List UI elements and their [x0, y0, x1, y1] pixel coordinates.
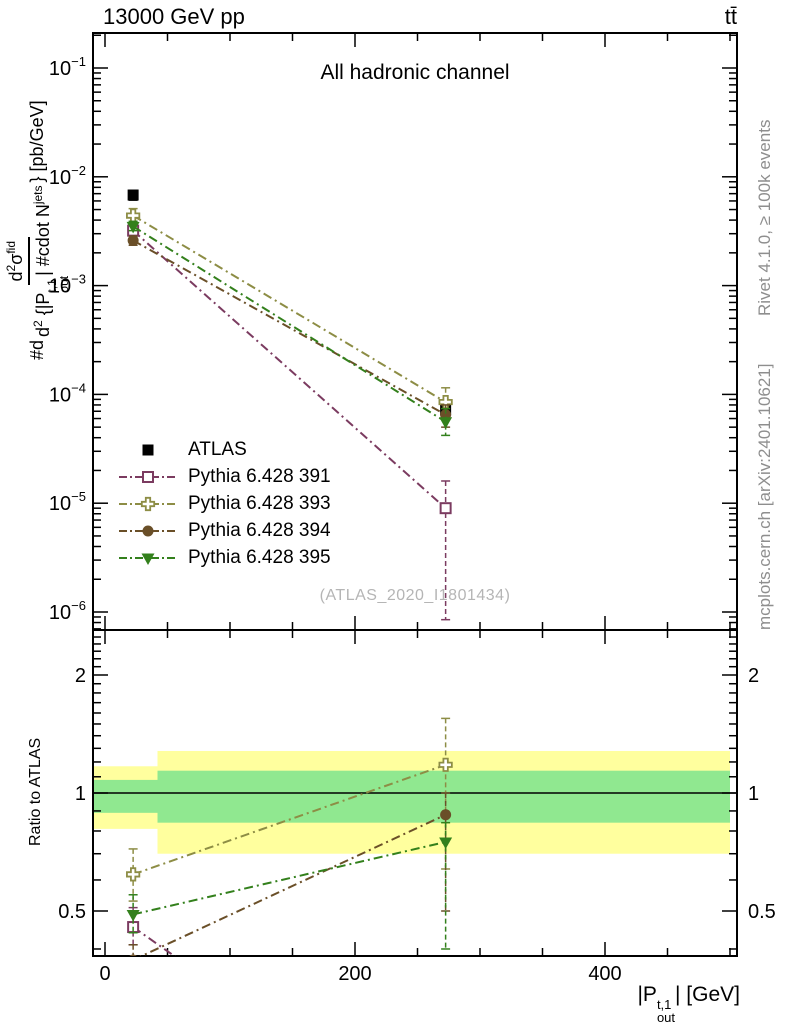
- ylabel-pout-sub: out: [57, 275, 71, 293]
- series-pythia-6-428-391-ratio: [127, 906, 176, 956]
- series-pythia-6-428-395: [126, 220, 453, 437]
- marker-triangle-down: [439, 417, 453, 429]
- ratio-tick-label-right: 0.5: [748, 901, 776, 923]
- ylabel-num-sigma: σ: [6, 253, 26, 265]
- ylabel-den-d: d: [33, 326, 53, 337]
- ratio-tick-label-left: 0.5: [58, 901, 86, 923]
- legend-label-pythia-6-428-395: Pythia 6.428 395: [188, 546, 331, 568]
- beam-energy-title: 13000 GeV pp: [103, 4, 245, 29]
- legend-glyph-pythia-6-428-395: [119, 553, 177, 565]
- legend-label-pythia-6-428-394: Pythia 6.428 394: [188, 519, 331, 541]
- legend-entry-pythia-6-428-394: Pythia 6.428 394: [118, 517, 331, 544]
- legend-glyph-atlas: [142, 444, 154, 455]
- band-green: [93, 779, 158, 813]
- marker-cross-open: [438, 757, 453, 772]
- ylabel-den-open: {|P: [33, 292, 53, 321]
- xlabel-open: |P: [637, 983, 657, 1006]
- analysis-watermark: (ATLAS_2020_I1801434): [319, 587, 511, 604]
- ytick-label: 10−5: [49, 489, 86, 515]
- legend-entry-pythia-6-428-391: Pythia 6.428 391: [118, 463, 331, 490]
- ylabel-njets-sup: jets: [31, 185, 45, 205]
- ratio-tick-label-left: 2: [75, 665, 86, 687]
- marker-cross-open: [126, 867, 141, 882]
- legend-label-pythia-6-428-391: Pythia 6.428 391: [188, 465, 331, 487]
- legend-entry-pythia-6-428-395: Pythia 6.428 395: [118, 544, 331, 571]
- ylabel-prefix: #d: [26, 339, 47, 360]
- ylabel-den-rest: | #cdot N: [33, 204, 53, 276]
- atlas-uncertainty-bands: [93, 750, 737, 854]
- x-axis-label: |P t,1 out | [GeV]: [637, 983, 740, 1024]
- marker-circle-filled: [129, 954, 137, 956]
- series-pythia-6-428-394: [127, 234, 452, 428]
- ylabel-denominator: d2 {|P t,1 out | #cdot Njets: [30, 185, 71, 337]
- legend-entry-atlas: ATLAS: [118, 436, 331, 463]
- process-title: tt̄: [724, 4, 737, 29]
- legend-label-pythia-6-428-393: Pythia 6.428 393: [188, 492, 331, 514]
- marker-square-filled: [142, 444, 154, 455]
- axis-ticks: [93, 33, 737, 956]
- ytick-label: 10−6: [49, 598, 86, 624]
- legend-label-atlas: ATLAS: [188, 438, 247, 460]
- xlabel-sup: t,1: [656, 997, 672, 1012]
- marker-circle-filled: [440, 809, 452, 821]
- legend-glyph-pythia-6-428-393: [119, 496, 177, 511]
- series-pythia-6-428-393: [126, 207, 453, 420]
- ylabel-numerator: d2σfid: [4, 236, 30, 286]
- marker-square-open: [142, 470, 154, 483]
- legend-glyph-pythia-6-428-391: [119, 470, 177, 483]
- xtick-label: 0: [99, 963, 110, 985]
- marker-cross-open: [126, 208, 141, 223]
- ylabel-num-sigsup: fid: [4, 240, 18, 254]
- legend-glyph-pythia-6-428-394: [119, 525, 177, 536]
- marker-triangle-down: [141, 553, 155, 565]
- rivet-version-text: Rivet 4.1.0, ≥ 100k events: [755, 119, 774, 316]
- marker-triangle-down: [439, 837, 453, 849]
- xlabel-sub: out: [656, 1010, 676, 1024]
- mcplots-credit-text: mcplots.cern.ch [arXiv:2401.10621]: [755, 363, 774, 630]
- ratio-tick-label-left: 1: [75, 783, 86, 805]
- ytick-label: 10−1: [49, 54, 86, 80]
- xlabel-supsub: t,1 out: [657, 998, 675, 1024]
- ylabel-pout-supsub: t,1 out: [45, 275, 71, 293]
- marker-triangle-down: [126, 221, 140, 234]
- legend-entry-pythia-6-428-393: Pythia 6.428 393: [118, 490, 331, 517]
- legend: ATLAS Pythia 6.428 391 Pythia 6.428 393 Pyt…: [118, 436, 331, 571]
- series-atlas: [127, 189, 452, 417]
- ylabel-num-d: d: [6, 271, 26, 282]
- ylabel-num-dsup: 2: [4, 264, 18, 272]
- marker-square-filled: [127, 189, 139, 201]
- ylabel-fraction: d2σfid d2 {|P t,1 out | #cdot Njets: [4, 185, 71, 337]
- marker-square-open: [439, 502, 452, 515]
- ratio-tick-label-right: 2: [748, 665, 759, 687]
- marker-cross-open: [140, 496, 156, 511]
- xlabel-rest: | [GeV]: [675, 983, 740, 1006]
- marker-triangle-down: [126, 909, 140, 922]
- marker-circle-filled: [142, 525, 154, 536]
- marker-circle-filled: [127, 234, 139, 246]
- xtick-label: 200: [338, 963, 371, 985]
- series-pythia-6-428-395-ratio: [126, 821, 453, 950]
- ratio-tick-label-right: 1: [748, 783, 759, 805]
- ratio-axis-label: Ratio to ATLAS: [27, 737, 44, 846]
- xtick-label: 400: [588, 963, 621, 985]
- ylabel-suffix: } [pb/GeV]: [26, 100, 47, 183]
- channel-annotation: All hadronic channel: [320, 61, 510, 84]
- ylabel-den-dsup: 2: [31, 320, 45, 327]
- y-axis-label: #d d2σfid d2 {|P t,1 out | #cdot Njets } [p…: [4, 100, 71, 360]
- ytick-label: 10−4: [49, 380, 86, 406]
